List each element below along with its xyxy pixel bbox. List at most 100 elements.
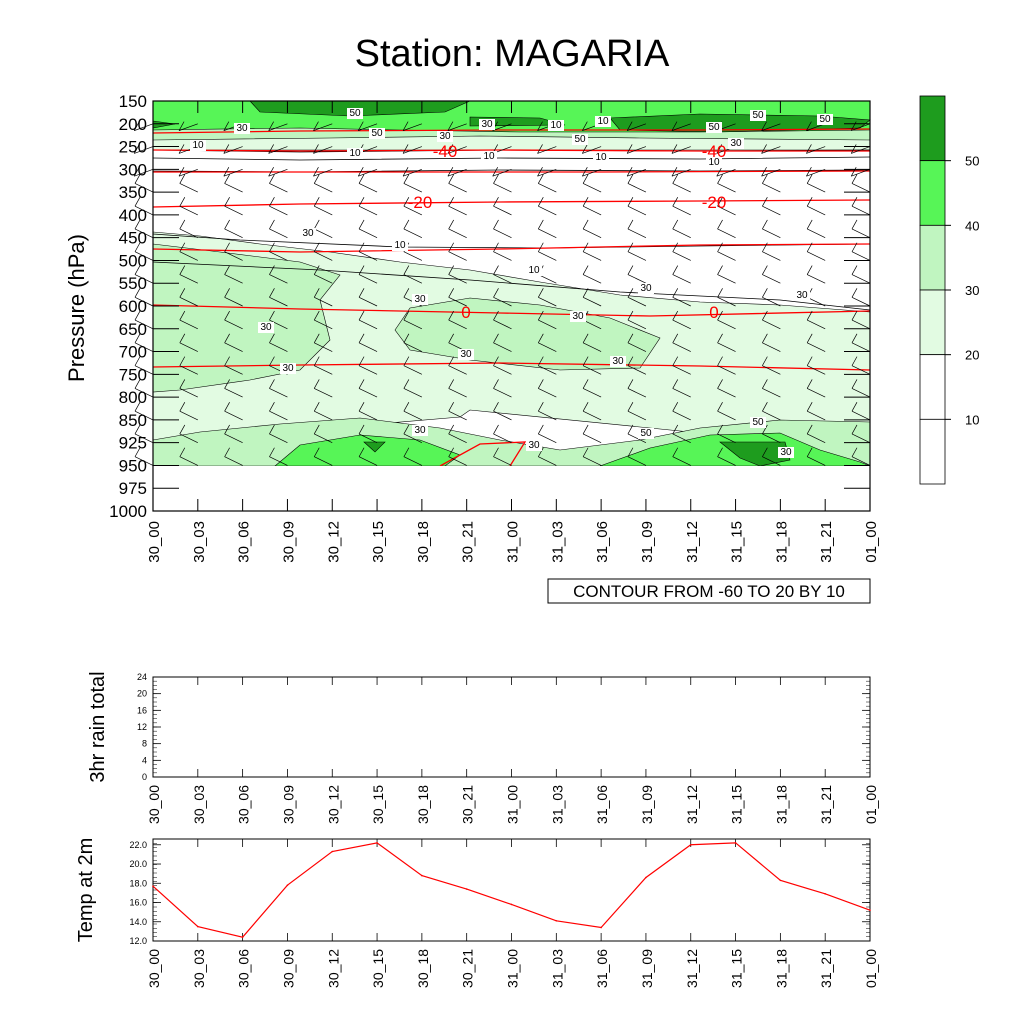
wind-barb	[403, 342, 423, 352]
wind-barb-feather	[537, 424, 544, 435]
x-tick-label: 01_00	[863, 785, 879, 824]
wind-barb-feather	[179, 402, 186, 412]
wind-barb	[762, 388, 781, 398]
wind-barb-feather	[269, 356, 275, 366]
temp-point	[555, 919, 558, 922]
wind-barb	[851, 146, 871, 154]
wind-barb-feather	[671, 144, 678, 154]
pressure-axis-label: Pressure (hPa)	[64, 234, 89, 382]
x-tick-label: 30_06	[236, 949, 252, 988]
wind-barb	[358, 342, 378, 352]
wind-barb-feather	[179, 219, 186, 230]
contour-info-text: CONTOUR FROM -60 TO 20 BY 10	[573, 582, 845, 601]
wind-barb-feather	[269, 219, 275, 230]
wind-barb-feather	[448, 288, 454, 298]
wind-barb-feather	[358, 197, 365, 207]
wind-barb	[851, 169, 871, 177]
wind-barb-feather	[806, 333, 813, 344]
wind-barb	[807, 456, 826, 466]
x-tick-label: 31_09	[639, 521, 656, 563]
wind-barb-feather	[134, 447, 141, 457]
wind-barb-feather	[133, 144, 140, 154]
wind-barb	[672, 410, 691, 421]
wind-barb-feather	[717, 219, 723, 230]
wind-barb-feather	[672, 356, 679, 366]
x-tick-label: 31_03	[549, 521, 566, 563]
wind-barb-feather	[134, 402, 141, 412]
wind-barb-feather	[851, 356, 858, 366]
wind-barb	[268, 146, 288, 154]
wind-barb	[269, 433, 288, 443]
wind-barb-feather	[313, 288, 320, 298]
contour-label-bg	[300, 228, 316, 239]
wind-barb-feather	[717, 424, 723, 435]
wind-barb-feather	[762, 379, 768, 389]
wind-barb-feather	[537, 167, 543, 177]
wind-barb-feather	[134, 219, 141, 230]
wind-barb	[627, 146, 647, 154]
wind-barb-feather	[179, 197, 186, 207]
wind-barb	[224, 433, 243, 443]
wind-barb	[627, 228, 647, 238]
wind-barb-feather	[717, 197, 723, 207]
colorbar-swatch	[919, 418, 946, 485]
wind-barb-feather	[851, 402, 858, 412]
wind-barb	[224, 228, 243, 238]
wind-barb-feather	[269, 197, 275, 207]
contour-label: 30	[282, 363, 294, 374]
wind-barb	[717, 410, 736, 421]
contour-label-bg	[412, 425, 428, 436]
temp-contour-line	[152, 199, 871, 208]
wind-barb	[358, 169, 378, 177]
wind-barb-feather	[716, 144, 723, 154]
x-tick-label: 31_03	[549, 785, 565, 824]
wind-barb-feather	[268, 121, 274, 131]
wind-barb-feather	[357, 167, 364, 177]
wind-barb	[223, 146, 243, 154]
wind-barb	[672, 274, 691, 284]
wind-barb-feather	[850, 144, 857, 154]
wind-barb	[672, 319, 691, 330]
wind-barb	[807, 365, 826, 375]
colorbar-swatch	[919, 289, 946, 356]
wind-barb-feather	[582, 402, 589, 412]
wind-barb-feather	[313, 242, 320, 252]
page-title: Station: MAGARIA	[355, 33, 670, 75]
wind-barb-feather	[358, 402, 365, 412]
wind-barb	[269, 456, 288, 466]
wind-barb	[538, 365, 557, 375]
temp-axis-label: Temp at 2m	[75, 838, 97, 942]
temp-contour-label: 0	[709, 303, 718, 322]
wind-barb	[851, 319, 871, 330]
contour-label-bg	[778, 447, 794, 458]
x-tick-label: 31_12	[684, 785, 700, 824]
wind-barb-feather	[537, 174, 544, 184]
wind-barb	[269, 319, 288, 330]
wind-barb	[403, 410, 423, 421]
wind-barb-feather	[179, 242, 186, 252]
wind-barb-feather	[403, 174, 410, 184]
contour-label: 30	[414, 425, 426, 436]
wind-barb	[582, 342, 602, 352]
wind-barb-feather	[762, 424, 768, 435]
wind-barb-feather	[313, 174, 320, 184]
wind-barb	[807, 228, 826, 238]
y-tick-label: 600	[119, 297, 147, 316]
y-tick-label: 20	[137, 689, 147, 699]
wind-barb-feather	[269, 288, 275, 298]
wind-barb-feather	[448, 197, 454, 207]
wind-barb	[448, 296, 467, 307]
wind-barb	[314, 433, 333, 443]
wind-barb-feather	[134, 242, 141, 252]
wind-barb-feather	[179, 356, 186, 366]
temp-point	[286, 884, 289, 886]
contour-label-bg	[258, 322, 274, 333]
wind-barb-feather	[851, 310, 858, 321]
wind-barb	[851, 123, 871, 131]
wind-barb	[447, 146, 467, 154]
wind-barb	[538, 433, 557, 443]
wind-barb	[134, 183, 154, 193]
wind-barb	[358, 410, 378, 421]
wind-barb	[582, 228, 602, 238]
wind-barb-feather	[582, 121, 588, 131]
